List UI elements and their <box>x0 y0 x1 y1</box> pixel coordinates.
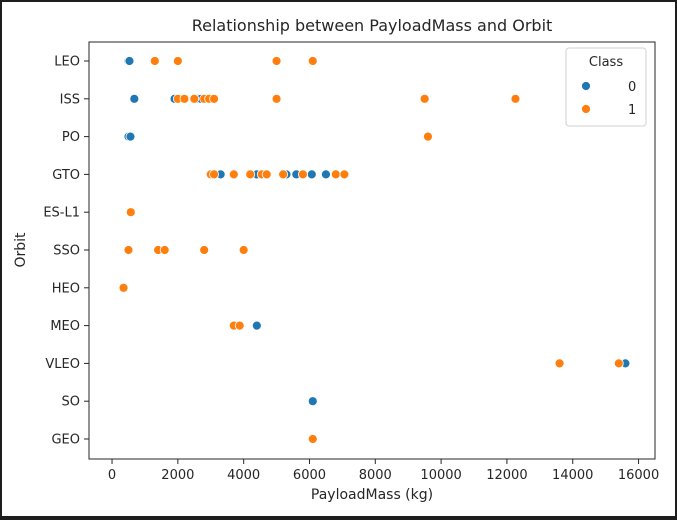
data-point-class-1 <box>278 169 289 180</box>
x-tick-label: 14000 <box>552 468 593 483</box>
data-point-class-0 <box>125 131 136 142</box>
data-point-class-1 <box>261 169 272 180</box>
y-tick-label: GEO <box>51 433 80 448</box>
data-point-class-1 <box>209 169 219 180</box>
data-point-class-1 <box>339 169 350 180</box>
data-point-class-1 <box>228 169 239 180</box>
data-point-class-0 <box>129 93 140 104</box>
data-point-class-1 <box>297 169 308 180</box>
data-point-class-0 <box>307 396 318 407</box>
x-tick-label: 4000 <box>227 468 260 483</box>
data-point-class-1 <box>159 245 170 255</box>
y-tick-label: PO <box>62 130 80 145</box>
data-point-class-1 <box>419 93 430 104</box>
data-point-class-1 <box>238 245 249 255</box>
y-tick-label: ES-L1 <box>43 206 80 221</box>
data-point-class-1 <box>245 169 256 180</box>
y-axis-title: Orbit <box>13 232 29 268</box>
data-point-class-1 <box>271 93 282 104</box>
y-tick-label: MEO <box>50 319 80 334</box>
data-point-class-1 <box>179 93 190 104</box>
x-axis: 0 2000 4000 6000 8000 10000 12000 14000 16000 <box>108 459 659 483</box>
legend-marker-1 <box>581 104 591 114</box>
data-point-class-1 <box>234 320 245 331</box>
data-point-class-0 <box>321 169 331 180</box>
legend-marker-0 <box>581 81 591 91</box>
x-tick-label: 6000 <box>293 468 326 483</box>
x-tick-label: 12000 <box>486 468 527 483</box>
data-point-class-1 <box>510 93 521 104</box>
x-tick-label: 16000 <box>618 468 659 483</box>
y-tick-label: HEO <box>52 281 80 296</box>
data-point-class-1 <box>554 358 565 369</box>
y-tick-label: SSO <box>53 244 80 259</box>
x-tick-label: 0 <box>108 468 116 483</box>
data-point-class-1 <box>307 56 318 66</box>
y-tick-label: VLEO <box>45 357 80 372</box>
chart-title: Relationship between PayloadMass and Orb… <box>192 16 553 35</box>
data-point-class-1 <box>123 245 134 255</box>
data-point-class-0 <box>306 169 317 180</box>
data-point-class-0 <box>251 320 262 331</box>
y-tick-label: LEO <box>54 55 80 70</box>
data-point-class-1 <box>330 169 341 180</box>
data-point-class-1 <box>209 93 219 104</box>
data-point-class-1 <box>199 245 210 255</box>
data-point-class-1 <box>125 207 136 218</box>
data-point-class-1 <box>149 56 160 66</box>
data-point-class-1 <box>118 282 129 293</box>
data-point-class-1 <box>271 56 282 66</box>
y-axis: LEO ISS PO GTO ES-L1 SSO HEO MEO VLEO SO GEO <box>43 55 89 448</box>
data-point-class-1 <box>307 434 318 444</box>
data-point-class-0 <box>124 56 135 66</box>
data-point-class-1 <box>423 131 433 142</box>
legend-label-1: 1 <box>628 103 636 118</box>
y-tick-label: GTO <box>52 168 80 183</box>
x-tick-label: 10000 <box>420 468 461 483</box>
legend-label-0: 0 <box>628 80 636 95</box>
x-tick-label: 2000 <box>161 468 194 483</box>
y-tick-label: ISS <box>60 92 80 107</box>
data-point-class-1 <box>613 358 624 369</box>
data-point-class-1 <box>189 93 200 104</box>
data-points <box>118 56 631 444</box>
legend: Class 0 1 <box>565 47 647 127</box>
x-tick-label: 8000 <box>359 468 392 483</box>
legend-title: Class <box>589 55 623 70</box>
x-axis-title: PayloadMass (kg) <box>311 487 433 503</box>
y-tick-label: SO <box>62 395 80 410</box>
data-point-class-1 <box>172 56 183 66</box>
